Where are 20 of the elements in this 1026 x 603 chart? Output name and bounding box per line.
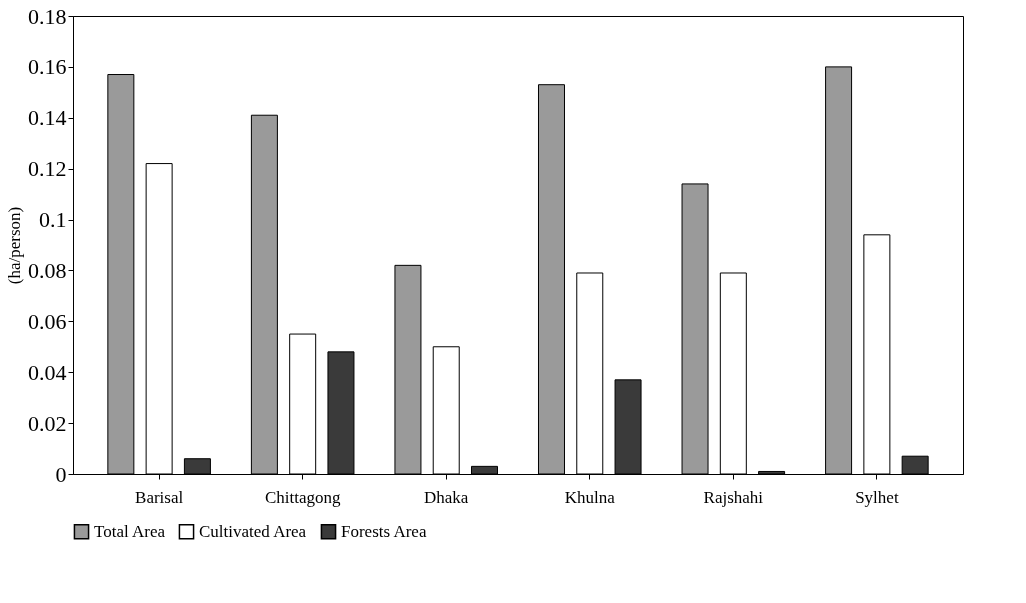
x-tick-label: Chittagong [264, 487, 341, 507]
x-tick-label: Sylhet [855, 487, 899, 507]
y-axis-title: (ha/person) [5, 206, 24, 285]
legend-label: Total Area [94, 521, 166, 541]
x-tick-label: Rajshahi [703, 487, 764, 507]
legend-label: Cultivated Area [199, 521, 307, 541]
y-tick-label: 0.1 [39, 207, 67, 233]
y-tick-label: 0.08 [28, 257, 67, 283]
y-tick-label: 0.04 [28, 359, 67, 385]
x-tick-label: Dhaka [424, 487, 469, 507]
x-tick-label: Khulna [564, 487, 616, 507]
y-tick-label: 0.14 [28, 105, 67, 131]
y-tick-label: 0.02 [28, 410, 67, 436]
y-tick-label: 0 [55, 461, 67, 487]
y-tick-label: 0.06 [28, 308, 67, 334]
y-tick-label: 0.12 [28, 156, 67, 182]
legend-label: Forests Area [341, 521, 427, 541]
y-tick-label: 0.18 [28, 3, 67, 29]
y-tick-label: 0.16 [28, 54, 67, 80]
x-tick-label: Barisal [135, 487, 184, 507]
